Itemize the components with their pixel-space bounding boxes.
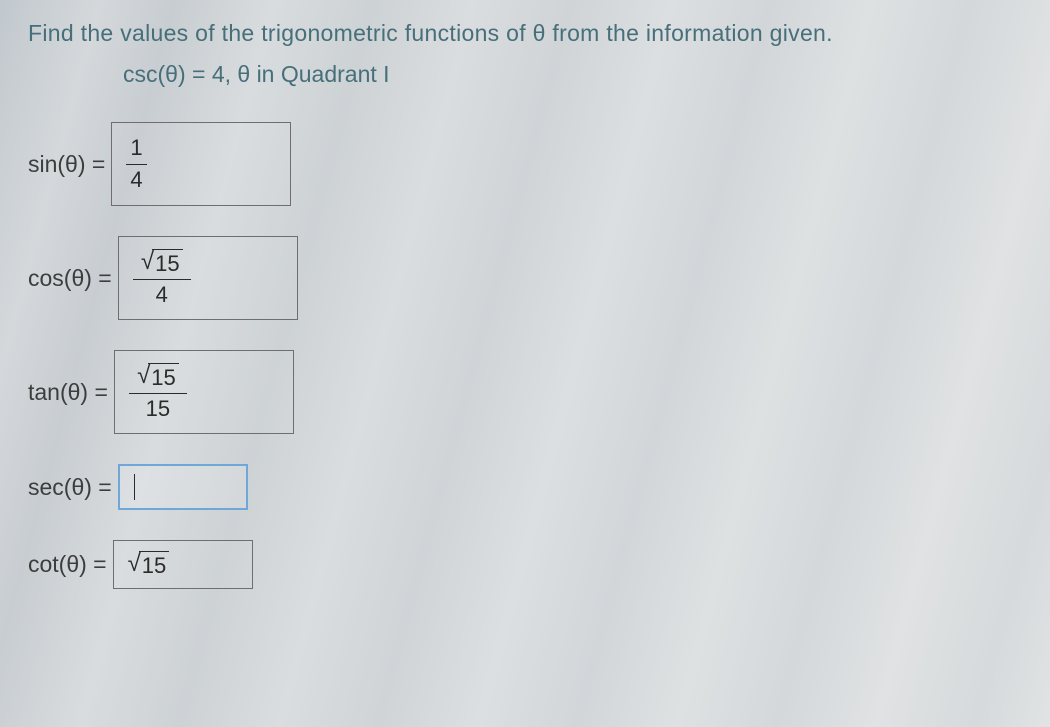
problem-page: Find the values of the trigonometric fun…	[0, 0, 1050, 609]
answer-box-sec[interactable]	[118, 464, 248, 510]
cot-radicand: 15	[139, 551, 169, 580]
answer-box-cos[interactable]: √ 15 4	[118, 236, 298, 320]
instruction-text: Find the values of the trigonometric fun…	[28, 20, 1022, 47]
fraction-tan: √ 15 15	[129, 362, 187, 423]
label-tan: tan(θ) =	[28, 379, 108, 406]
radical-icon: √	[141, 250, 154, 274]
sin-numerator: 1	[126, 135, 146, 163]
cot-value: √ 15	[128, 549, 170, 580]
cos-radicand: 15	[152, 249, 182, 278]
row-tan: tan(θ) = √ 15 15	[28, 350, 1022, 434]
row-sin: sin(θ) = 1 4	[28, 122, 1022, 206]
row-sec: sec(θ) =	[28, 464, 1022, 510]
fraction-cos: √ 15 4	[133, 248, 191, 309]
tan-denominator: 15	[129, 393, 187, 422]
tan-radicand: 15	[148, 363, 178, 392]
radical-icon: √	[128, 552, 141, 576]
label-sec: sec(θ) =	[28, 474, 112, 501]
answer-box-sin[interactable]: 1 4	[111, 122, 291, 206]
row-cos: cos(θ) = √ 15 4	[28, 236, 1022, 320]
label-cot: cot(θ) =	[28, 551, 107, 578]
cos-denominator: 4	[133, 279, 191, 308]
fraction-sin: 1 4	[126, 135, 146, 193]
label-cos: cos(θ) =	[28, 265, 112, 292]
sqrt-cot: √ 15	[128, 551, 170, 580]
row-cot: cot(θ) = √ 15	[28, 540, 1022, 589]
sqrt-tan: √ 15	[137, 363, 179, 392]
text-cursor-icon	[134, 474, 136, 500]
label-sin: sin(θ) =	[28, 151, 105, 178]
cos-numerator: √ 15	[133, 248, 191, 280]
sqrt-cos: √ 15	[141, 249, 183, 278]
answer-box-cot[interactable]: √ 15	[113, 540, 253, 589]
answer-box-tan[interactable]: √ 15 15	[114, 350, 294, 434]
given-info: csc(θ) = 4, θ in Quadrant I	[123, 61, 1022, 88]
tan-numerator: √ 15	[129, 362, 187, 394]
radical-icon: √	[137, 364, 150, 388]
sin-denominator: 4	[126, 164, 146, 193]
